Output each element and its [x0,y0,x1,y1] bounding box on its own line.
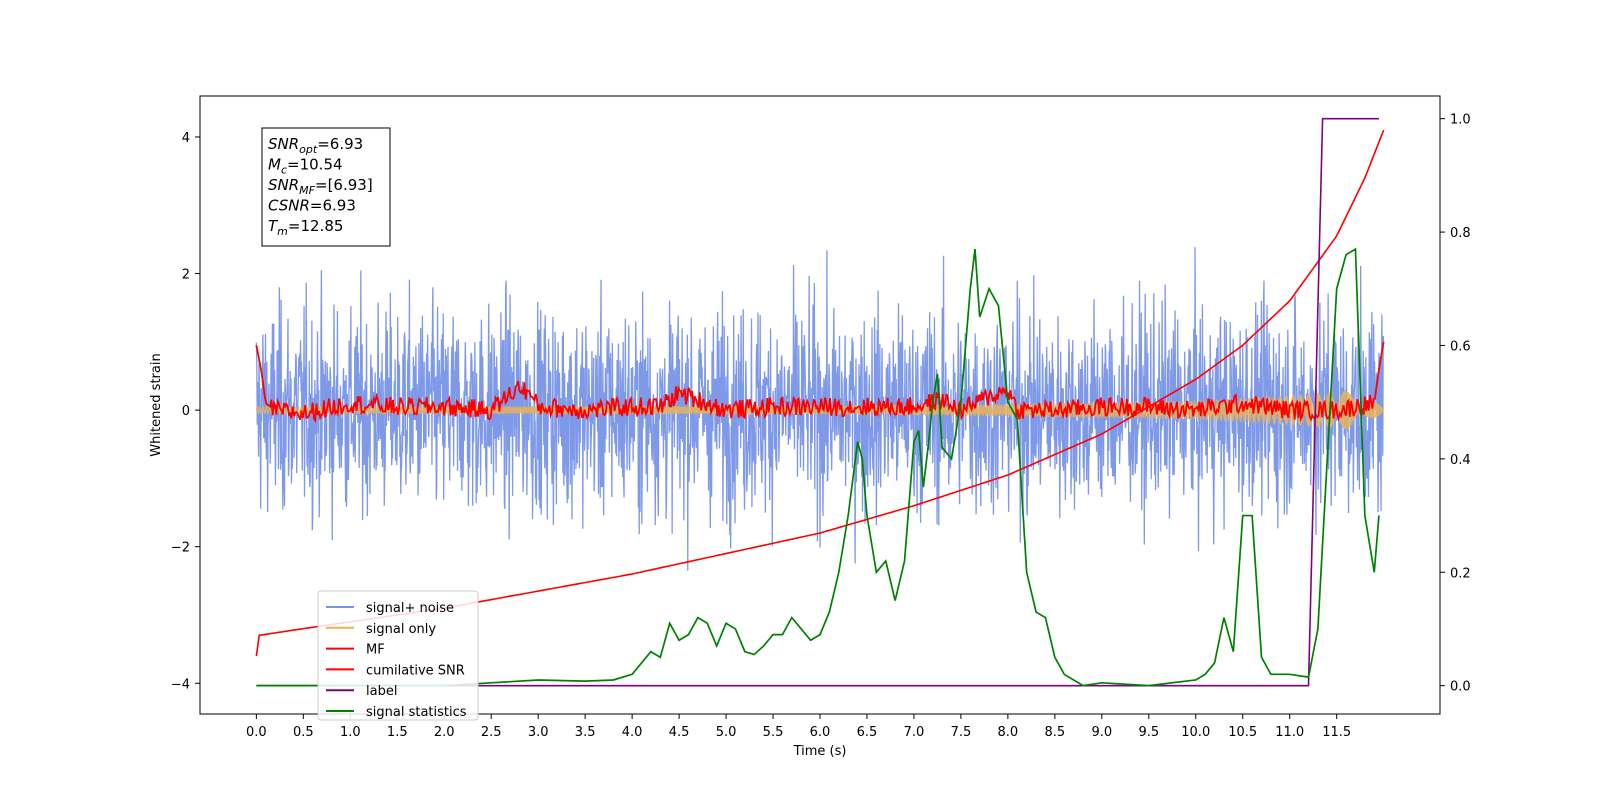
info-line: Mc=10.54 [268,156,343,177]
x-axis: 0.0 0.5 1.0 1.5 2.0 2.5 3.0 3.5 4.0 4.5 5.0 5.5 6.0 6… [246,714,1351,740]
x-tick-label: 10.0 [1181,725,1210,740]
y-right-tick-label: 0.8 [1450,226,1471,241]
legend-label: signal only [366,622,436,637]
info-box: SNRopt=6.93Mc=10.54SNRMF=[6.93]CSNR=6.93… [261,127,391,247]
x-tick-label: 6.5 [857,725,878,740]
x-tick-label: 7.5 [951,725,972,740]
x-tick-label: 0.5 [293,725,314,740]
y-axis-right: 1.0 0.8 0.6 0.4 0.2 0.0 [1440,113,1471,695]
x-tick-label: 2.5 [481,725,502,740]
x-tick-label: 4.0 [622,725,643,740]
x-tick-label: 1.0 [340,725,361,740]
x-tick-label: 5.0 [716,725,737,740]
info-line: CSNR=6.93 [268,197,356,215]
x-axis-label: Time (s) [793,744,847,759]
y-tick-label: 4 [182,131,190,146]
series-mf-line [255,341,1385,424]
y-right-tick-label: 0.4 [1450,453,1471,468]
x-tick-label: 3.5 [575,725,596,740]
y-right-tick-label: 0.0 [1450,680,1471,695]
x-tick-label: 9.5 [1138,725,1159,740]
info-line: SNRopt=6.93 [268,135,363,156]
y-right-tick-label: 0.6 [1450,339,1471,354]
x-tick-label: 8.5 [1045,725,1066,740]
legend-label: label [366,684,397,699]
info-line: Tm=12.85 [268,217,343,238]
info-line: SNRMF=[6.93] [268,176,373,197]
x-tick-label: 7.0 [904,725,925,740]
y-axis-left: 4 2 0 −2 −4 [171,131,200,692]
x-tick-label: 9.0 [1091,725,1112,740]
y-right-tick-label: 0.2 [1450,566,1471,581]
series-signal-statistics-line [256,247,1380,687]
legend: signal+ noise signal only MF cumilative SNR… [317,590,479,721]
legend-label: signal statistics [366,705,467,720]
series-signal-noise-line [255,247,1385,571]
y-tick-label: 2 [182,268,190,283]
y-right-tick-label: 1.0 [1450,113,1471,128]
legend-label: cumilative SNR [366,663,465,678]
x-tick-label: 11.0 [1275,725,1304,740]
legend-label: signal+ noise [366,601,454,616]
x-tick-label: 1.5 [387,725,408,740]
x-tick-label: 5.5 [763,725,784,740]
legend-label: MF [366,643,385,658]
info-box-frame [261,127,391,247]
x-tick-label: 10.5 [1228,725,1257,740]
y-axis-label: Whitened strain [149,353,164,456]
y-tick-label: −4 [171,677,190,692]
x-tick-label: 4.5 [669,725,690,740]
x-tick-label: 11.5 [1322,725,1351,740]
legend-frame [317,590,479,721]
y-tick-label: −2 [171,541,190,556]
x-tick-label: 8.0 [998,725,1019,740]
x-tick-label: 2.0 [434,725,455,740]
x-tick-label: 3.0 [528,725,549,740]
y-tick-label: 0 [182,404,190,419]
x-tick-label: 0.0 [246,725,267,740]
x-tick-label: 6.0 [810,725,831,740]
series-label-line [256,117,1379,687]
